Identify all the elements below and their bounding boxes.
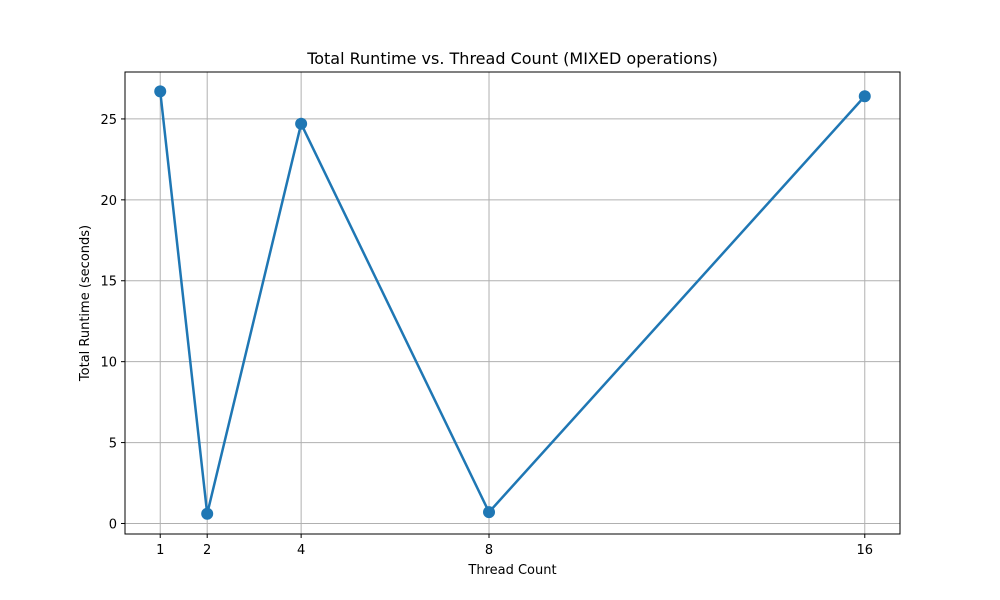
data-point bbox=[295, 117, 308, 130]
x-tick-label: 16 bbox=[856, 543, 873, 558]
y-tick-label: 5 bbox=[109, 437, 117, 452]
data-point bbox=[154, 85, 167, 98]
x-tick-label: 1 bbox=[156, 543, 164, 558]
grid bbox=[125, 72, 900, 534]
data-point bbox=[858, 90, 871, 103]
y-tick-label: 20 bbox=[100, 194, 117, 209]
y-axis-label: Total Runtime (seconds) bbox=[78, 225, 93, 382]
y-tick-label: 15 bbox=[100, 275, 117, 290]
data-point bbox=[483, 506, 496, 519]
x-tick-label: 4 bbox=[297, 543, 305, 558]
series-layer bbox=[154, 85, 871, 520]
series-line bbox=[158, 91, 866, 516]
plot-frame bbox=[124, 71, 901, 535]
y-axis: 0 5 10 15 20 25 bbox=[100, 113, 125, 532]
data-point bbox=[201, 507, 214, 520]
y-tick-label: 0 bbox=[109, 517, 117, 532]
y-tick-label: 10 bbox=[100, 356, 117, 371]
x-axis-label: Thread Count bbox=[467, 563, 556, 578]
x-tick-label: 2 bbox=[203, 543, 211, 558]
x-axis: 1 2 4 8 16 bbox=[156, 534, 873, 558]
y-tick-label: 25 bbox=[100, 113, 117, 128]
x-tick-label: 8 bbox=[485, 543, 493, 558]
chart-title: Total Runtime vs. Thread Count (MIXED op… bbox=[306, 49, 718, 68]
